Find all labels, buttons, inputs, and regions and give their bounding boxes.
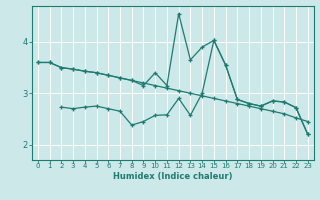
X-axis label: Humidex (Indice chaleur): Humidex (Indice chaleur) <box>113 172 233 181</box>
